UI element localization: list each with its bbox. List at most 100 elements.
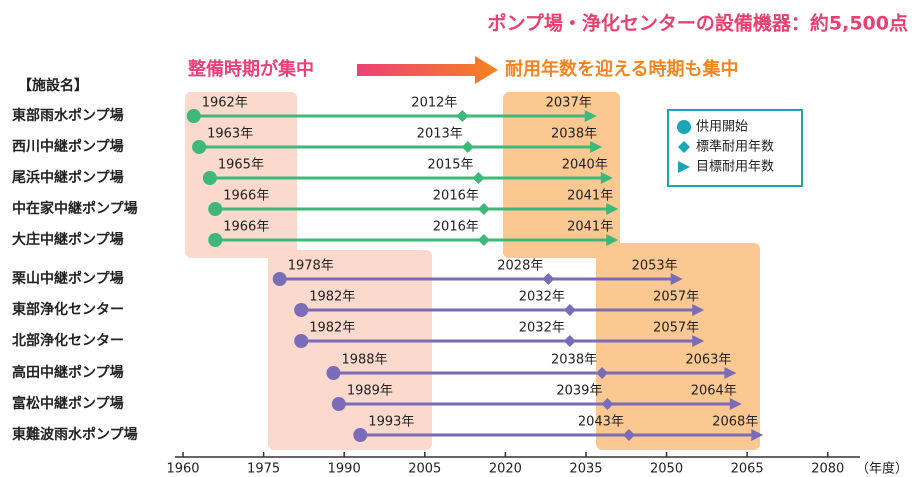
highlight-build: [185, 92, 297, 258]
category-label: 高田中継ポンプ場: [12, 364, 124, 381]
legend-label: 供用開始: [696, 120, 748, 135]
legend-label: 標準耐用年数: [696, 139, 774, 155]
start-marker: [294, 334, 309, 348]
value-label: 2012年: [411, 96, 457, 111]
standard-marker: [622, 429, 635, 441]
value-label: 2064年: [691, 384, 737, 399]
category-label: 西川中継ポンプ場: [12, 138, 124, 155]
value-label: 2028年: [497, 259, 543, 274]
start-marker: [272, 272, 287, 286]
x-tick-label: 2020: [489, 462, 522, 477]
category-label: 東部浄化センター: [12, 301, 124, 318]
value-label: 2016年: [433, 189, 479, 204]
value-label: 2041年: [567, 220, 613, 235]
header-arrow: [357, 56, 498, 84]
value-label: 2016年: [433, 220, 479, 235]
value-label: 2057年: [653, 321, 699, 336]
value-label: 2039年: [556, 384, 602, 399]
start-marker: [353, 428, 368, 442]
value-label: 1966年: [223, 220, 269, 235]
x-tick-label: 2065: [731, 462, 764, 477]
x-tick-label: 2050: [650, 462, 683, 477]
target-marker: [606, 234, 619, 246]
x-tick-label: 1990: [328, 462, 361, 477]
value-label: 1978年: [288, 259, 334, 274]
value-label: 1963年: [207, 127, 253, 142]
start-marker: [192, 140, 207, 154]
standard-marker: [601, 398, 614, 410]
value-label: 2032年: [519, 290, 565, 305]
target-marker: [692, 335, 705, 347]
category-label: 中在家中継ポンプ場: [12, 200, 138, 217]
x-tick-label: 2005: [408, 462, 441, 477]
category-label: 富松中継ポンプ場: [12, 395, 124, 412]
standard-marker: [563, 304, 576, 316]
category-label: 東部雨水ポンプ場: [12, 107, 124, 124]
target-marker: [584, 110, 597, 122]
annotation: 耐用年数を迎える時期も集中: [505, 58, 738, 80]
standard-marker: [456, 110, 469, 122]
standard-marker: [472, 172, 485, 184]
legend-label: 目標耐用年数: [696, 160, 774, 175]
target-marker: [606, 203, 619, 215]
highlight-build: [268, 250, 432, 450]
value-label: 1993年: [368, 415, 414, 430]
value-label: 2053年: [632, 259, 678, 274]
legend-marker: [677, 120, 691, 134]
standard-marker: [563, 335, 576, 347]
chart-title: ポンプ場・浄化センターの設備機器：約5,500点: [487, 12, 908, 35]
category-label: 栗山中継ポンプ場: [12, 270, 124, 287]
target-marker: [600, 172, 613, 184]
value-label: 2037年: [546, 96, 592, 111]
start-marker: [208, 202, 223, 216]
value-label: 1989年: [347, 384, 393, 399]
annotation: 整備時期が集中: [187, 58, 314, 80]
start-marker: [208, 233, 223, 247]
category-label: 北部浄化センター: [12, 332, 124, 349]
value-label: 1982年: [309, 290, 355, 305]
x-tick-label: 1960: [166, 462, 199, 477]
value-label: 2068年: [712, 415, 758, 430]
start-marker: [331, 397, 346, 411]
legend: [667, 109, 803, 187]
start-marker: [294, 303, 309, 317]
target-marker: [751, 429, 764, 441]
target-marker: [729, 398, 742, 410]
value-label: 2038年: [551, 353, 597, 368]
x-axis-label: （年度）: [856, 461, 908, 477]
highlight-life: [596, 243, 760, 450]
legend-marker: [678, 141, 690, 153]
start-marker: [186, 109, 201, 123]
category-header: 【施設名】: [18, 77, 88, 94]
legend-marker: [678, 161, 690, 173]
value-label: 2041年: [567, 189, 613, 204]
value-label: 2043年: [578, 415, 624, 430]
value-label: 2040年: [562, 158, 608, 173]
value-label: 1982年: [309, 321, 355, 336]
start-marker: [202, 171, 217, 185]
standard-marker: [596, 367, 609, 379]
standard-marker: [542, 273, 555, 285]
target-marker: [724, 367, 737, 379]
highlight-life: [503, 92, 620, 258]
standard-marker: [477, 203, 490, 215]
target-marker: [692, 304, 705, 316]
x-tick-label: 2080: [811, 462, 844, 477]
target-marker: [590, 141, 603, 153]
category-label: 尾浜中継ポンプ場: [12, 169, 124, 186]
x-tick-label: 2035: [569, 462, 602, 477]
target-marker: [670, 273, 683, 285]
value-label: 2057年: [653, 290, 699, 305]
value-label: 1966年: [223, 189, 269, 204]
value-label: 2013年: [417, 127, 463, 142]
value-label: 2015年: [427, 158, 473, 173]
value-label: 2063年: [685, 353, 731, 368]
value-label: 1988年: [341, 353, 387, 368]
start-marker: [326, 366, 341, 380]
x-tick-label: 1975: [247, 462, 280, 477]
value-label: 1965年: [218, 158, 264, 173]
standard-marker: [477, 234, 490, 246]
value-label: 2038年: [551, 127, 597, 142]
standard-marker: [461, 141, 474, 153]
